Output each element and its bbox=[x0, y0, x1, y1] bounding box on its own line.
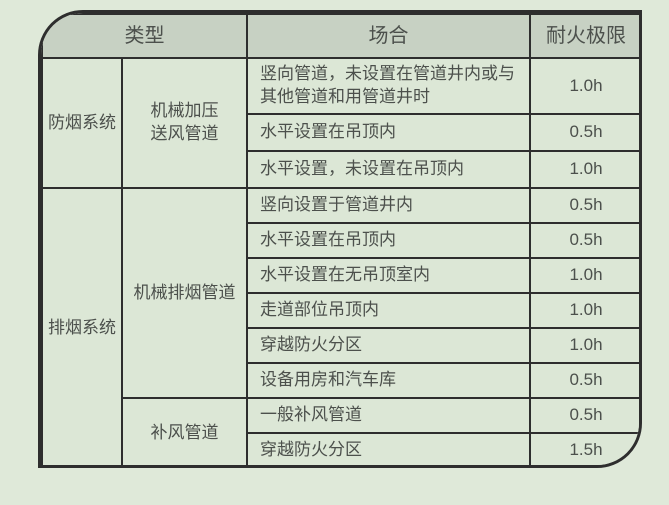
duct-cell-makeup-air: 补风管道 bbox=[121, 397, 248, 465]
occasion-cell: 走道部位吊顶内 bbox=[246, 292, 531, 329]
duct-cell-pressurized-supply: 机械加压 送风管道 bbox=[121, 57, 248, 189]
table-row: 设备用房和汽车库 0.5h bbox=[42, 362, 639, 399]
occasion-cell: 水平设置在无吊顶室内 bbox=[246, 257, 531, 294]
occasion-cell: 水平设置，未设置在吊顶内 bbox=[246, 150, 531, 189]
occasion-cell: 一般补风管道 bbox=[246, 397, 531, 434]
table-row: 补风管道 一般补风管道 0.5h bbox=[42, 397, 639, 465]
system-cell-smoke-prevention: 防烟系统 bbox=[41, 57, 123, 189]
fire-limit-cell: 0.5h bbox=[529, 222, 639, 259]
table-row: 穿越防火分区 1.5h bbox=[42, 432, 639, 465]
system-cell-smoke-exhaust: 排烟系统 bbox=[41, 187, 123, 465]
table-row: 防烟系统 机械加压 送风管道 竖向管道，未设置在管道井内或与其他管道和用管道井时… bbox=[41, 57, 639, 189]
table-row: 水平设置在无吊顶室内 1.0h bbox=[42, 257, 639, 294]
fire-resistance-table: 类型 场合 耐火极限 防烟系统 机械加压 送风管道 竖向管道，未设置在管道井内或… bbox=[38, 10, 642, 468]
table-row: 排烟系统 机械排烟管道 竖向设置于管道井内 0.5h bbox=[41, 187, 639, 465]
fire-limit-cell: 1.0h bbox=[529, 327, 639, 364]
occasion-cell: 竖向设置于管道井内 bbox=[246, 187, 531, 224]
occasion-cell: 竖向管道，未设置在管道井内或与其他管道和用管道井时 bbox=[246, 57, 531, 115]
fire-limit-cell: 1.0h bbox=[529, 257, 639, 294]
header-row: 类型 场合 耐火极限 bbox=[41, 13, 639, 59]
fire-limit-cell: 1.0h bbox=[529, 292, 639, 329]
duct-label-line: 送风管道 bbox=[150, 124, 219, 143]
occasion-cell: 设备用房和汽车库 bbox=[246, 362, 531, 399]
fire-limit-cell: 0.5h bbox=[529, 397, 639, 434]
table-row: 水平设置，未设置在吊顶内 1.0h bbox=[42, 150, 639, 189]
table-row: 水平设置在吊顶内 0.5h bbox=[42, 113, 639, 152]
fire-limit-cell: 0.5h bbox=[529, 362, 639, 399]
table-row: 水平设置在吊顶内 0.5h bbox=[42, 222, 639, 259]
occasion-cell: 水平设置在吊顶内 bbox=[246, 222, 531, 259]
fire-limit-cell: 1.0h bbox=[529, 150, 639, 189]
fire-limit-cell: 1.0h bbox=[529, 57, 639, 115]
fire-resistance-table-grid: 类型 场合 耐火极限 防烟系统 机械加压 送风管道 竖向管道，未设置在管道井内或… bbox=[41, 13, 639, 465]
occasion-cell: 穿越防火分区 bbox=[246, 432, 531, 465]
occasion-cell: 水平设置在吊顶内 bbox=[246, 113, 531, 152]
col-header-fire-limit: 耐火极限 bbox=[529, 13, 639, 59]
table-row: 走道部位吊顶内 1.0h bbox=[42, 292, 639, 329]
fire-limit-cell: 0.5h bbox=[529, 113, 639, 152]
duct-label-line: 机械加压 bbox=[150, 101, 219, 121]
duct-cell-mechanical-exhaust: 机械排烟管道 bbox=[121, 187, 248, 399]
col-header-occasion: 场合 bbox=[246, 13, 531, 59]
table-row: 穿越防火分区 1.0h bbox=[42, 327, 639, 364]
col-header-type: 类型 bbox=[41, 13, 248, 59]
fire-limit-cell: 1.5h bbox=[529, 432, 639, 465]
occasion-cell: 穿越防火分区 bbox=[246, 327, 531, 364]
fire-limit-cell: 0.5h bbox=[529, 187, 639, 224]
